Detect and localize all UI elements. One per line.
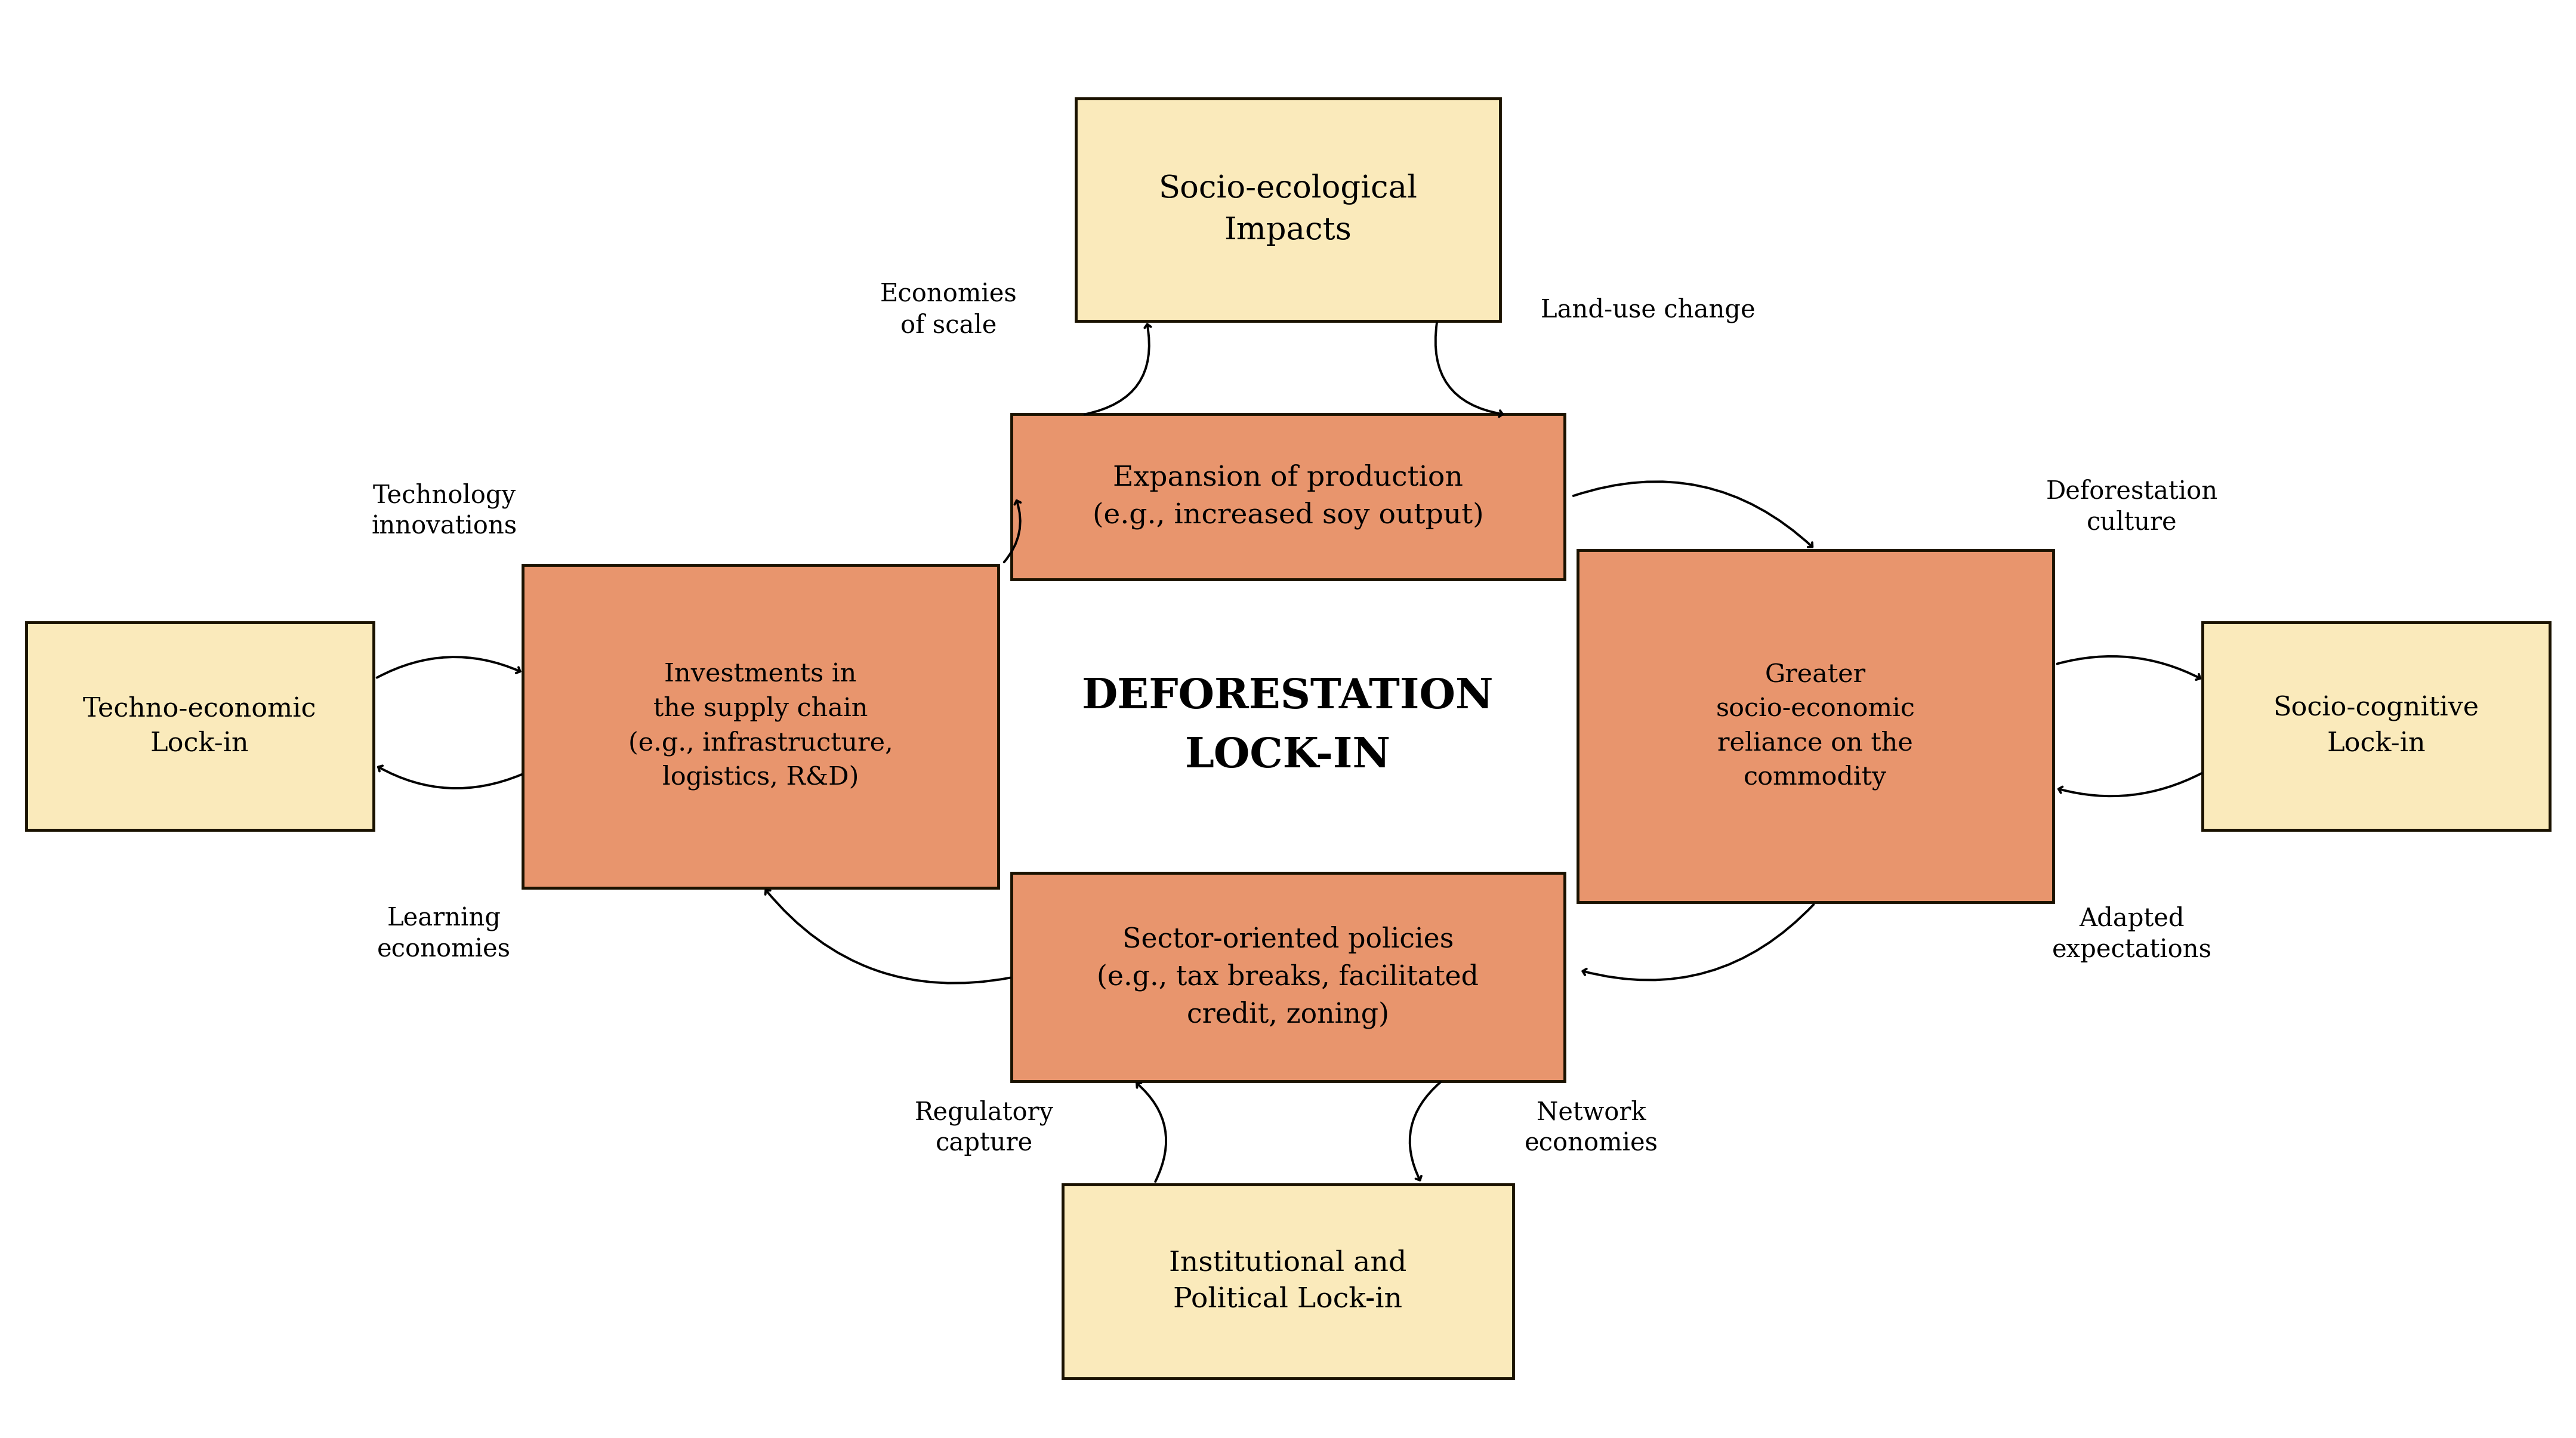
FancyBboxPatch shape bbox=[1064, 1185, 1512, 1378]
Text: Greater
socio-economic
reliance on the
commodity: Greater socio-economic reliance on the c… bbox=[1716, 663, 1914, 789]
Text: Technology
innovations: Technology innovations bbox=[371, 483, 518, 539]
Text: Learning
economies: Learning economies bbox=[376, 906, 510, 962]
Text: Adapted
expectations: Adapted expectations bbox=[2053, 906, 2213, 962]
FancyBboxPatch shape bbox=[1077, 98, 1499, 321]
Text: Economies
of scale: Economies of scale bbox=[881, 282, 1018, 338]
Text: Investments in
the supply chain
(e.g., infrastructure,
logistics, R&D): Investments in the supply chain (e.g., i… bbox=[629, 663, 894, 789]
FancyBboxPatch shape bbox=[26, 623, 374, 830]
Text: Expansion of production
(e.g., increased soy output): Expansion of production (e.g., increased… bbox=[1092, 464, 1484, 529]
FancyBboxPatch shape bbox=[2202, 623, 2550, 830]
Text: Socio-ecological
Impacts: Socio-ecological Impacts bbox=[1159, 174, 1417, 246]
Text: Land-use change: Land-use change bbox=[1540, 298, 1754, 322]
Text: Deforestation
culture: Deforestation culture bbox=[2045, 479, 2218, 535]
Text: Techno-economic
Lock-in: Techno-economic Lock-in bbox=[82, 696, 317, 756]
FancyBboxPatch shape bbox=[523, 565, 999, 887]
FancyBboxPatch shape bbox=[1012, 873, 1564, 1081]
FancyBboxPatch shape bbox=[1577, 551, 2053, 902]
Text: DEFORESTATION
LOCK-IN: DEFORESTATION LOCK-IN bbox=[1082, 677, 1494, 775]
Text: Institutional and
Political Lock-in: Institutional and Political Lock-in bbox=[1170, 1250, 1406, 1313]
FancyBboxPatch shape bbox=[1012, 414, 1564, 580]
Text: Socio-cognitive
Lock-in: Socio-cognitive Lock-in bbox=[2272, 696, 2478, 756]
Text: Sector-oriented policies
(e.g., tax breaks, facilitated
credit, zoning): Sector-oriented policies (e.g., tax brea… bbox=[1097, 926, 1479, 1028]
Text: Network
economies: Network economies bbox=[1525, 1100, 1659, 1156]
Text: Regulatory
capture: Regulatory capture bbox=[914, 1100, 1054, 1156]
